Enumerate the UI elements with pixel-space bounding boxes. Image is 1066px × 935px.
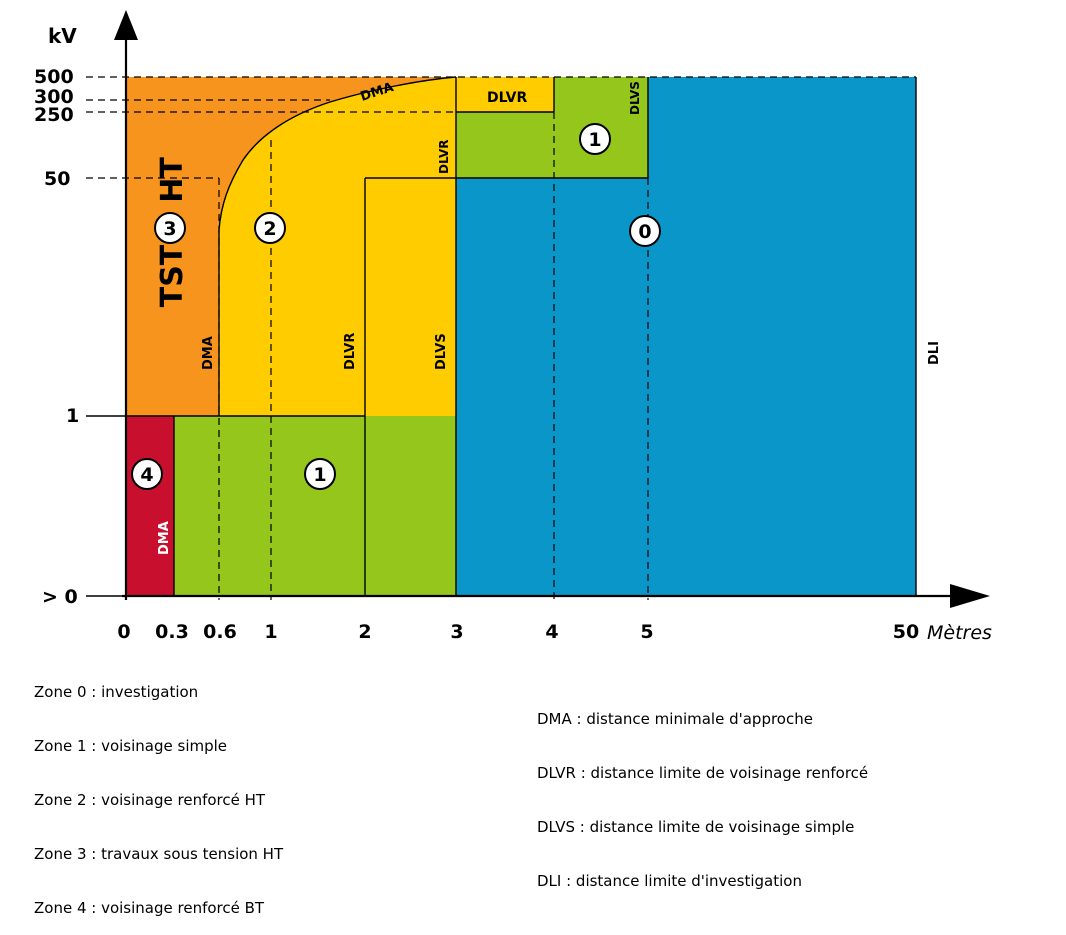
zone3-number: 3 <box>163 218 176 240</box>
dma-vertical-label: DMA <box>201 336 216 370</box>
x-tick-2: 2 <box>358 621 371 643</box>
dlvs-vertical-label: DLVS <box>434 333 449 370</box>
y-tick-50: 50 <box>44 168 70 190</box>
x-tick-50: 50 <box>893 621 919 643</box>
zone-legend: Zone 0 : investigation Zone 1 : voisinag… <box>34 647 283 935</box>
legend-dlvs: DLVS : distance limite de voisinage simp… <box>537 818 855 836</box>
zone3-area <box>126 77 456 416</box>
dlvs-small-label: DLVS <box>628 81 642 115</box>
x-tick-0-3: 0.3 <box>155 621 189 643</box>
y-tick-250: 250 <box>34 104 74 126</box>
dli-label: DLI <box>927 341 942 365</box>
zone2-number: 2 <box>263 218 276 240</box>
zone1-bottom-number: 1 <box>313 464 326 486</box>
x-tick-0: 0 <box>117 621 130 643</box>
dlvr-top-label: DLVR <box>487 90 527 106</box>
legend-zone-4: Zone 4 : voisinage renforcé BT <box>34 899 265 917</box>
zone0-marker <box>629 215 661 247</box>
ht-label: HT <box>155 157 190 203</box>
legend-dli: DLI : distance limite d'investigation <box>537 872 802 890</box>
zone1-top-marker <box>579 123 611 155</box>
x-tick-3: 3 <box>450 621 463 643</box>
abbreviation-legend: DMA : distance minimale d'approche DLVR … <box>537 674 868 908</box>
x-tick-4: 4 <box>545 621 558 643</box>
legend-zone-1: Zone 1 : voisinage simple <box>34 737 228 755</box>
y-axis-arrow <box>114 10 138 40</box>
zone2-area-top <box>456 77 554 112</box>
y-axis-unit: kV <box>48 24 77 48</box>
zone4-number: 4 <box>140 464 153 486</box>
zone3-marker <box>154 212 186 244</box>
y-tick-500: 500 <box>34 66 74 88</box>
legend-zone-3: Zone 3 : travaux sous tension HT <box>34 845 284 863</box>
dma-curve-line <box>218 76 457 416</box>
y-tick-300: 300 <box>34 86 74 108</box>
x-axis-arrow <box>950 584 990 608</box>
legend-zone-2: Zone 2 : voisinage renforcé HT <box>34 791 266 809</box>
zone0-number: 0 <box>638 221 651 243</box>
x-axis-unit: Mètres <box>927 622 992 644</box>
zone2-marker <box>254 212 286 244</box>
zone4-marker <box>131 458 163 490</box>
legend-dma: DMA : distance minimale d'approche <box>537 710 813 728</box>
x-tick-1: 1 <box>264 621 277 643</box>
zone1-area-bottom <box>174 416 365 596</box>
legend-zone-0: Zone 0 : investigation <box>34 683 199 701</box>
tst-label: TST <box>155 244 190 307</box>
legend-dlvr: DLVR : distance limite de voisinage renf… <box>537 764 869 782</box>
dlvr-small-label: DLVR <box>437 140 451 174</box>
dlvr-vertical-label: DLVR <box>343 333 358 370</box>
x-tick-0-6: 0.6 <box>203 621 237 643</box>
zone4-area <box>126 416 174 596</box>
x-tick-5: 5 <box>640 621 653 643</box>
zone1-top-number: 1 <box>588 129 601 151</box>
y-tick-0: > 0 <box>42 586 78 608</box>
dma-bt-label: DMA <box>157 521 172 555</box>
y-tick-1: 1 <box>66 405 79 427</box>
zone1-bottom-marker <box>304 458 336 490</box>
zones-diagram: kV Mètres 500 300 250 50 1 > 0 0 0.3 0.6… <box>34 10 992 644</box>
